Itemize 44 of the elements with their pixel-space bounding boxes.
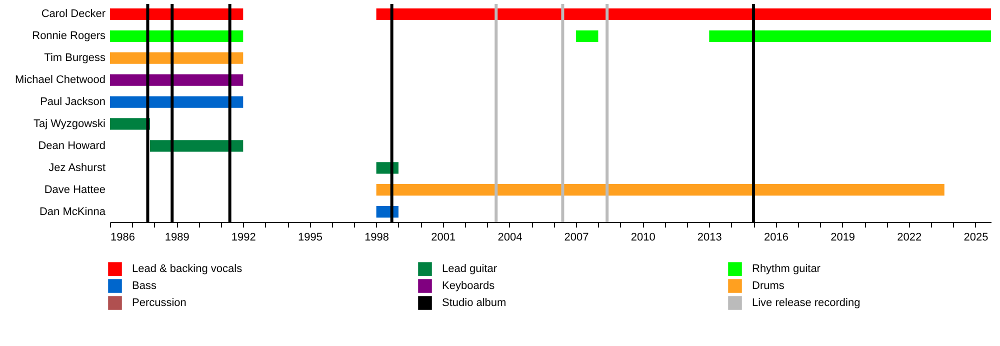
bar — [376, 8, 991, 20]
y-tick-label: Taj Wyzgowski — [33, 118, 106, 130]
x-tick-label: 1995 — [298, 232, 322, 244]
bar — [150, 140, 244, 152]
x-tick-label: 1986 — [110, 232, 135, 244]
bar — [376, 184, 944, 196]
bar — [110, 96, 244, 108]
bar — [110, 52, 244, 64]
bar — [110, 118, 150, 130]
y-tick-label: Dan McKinna — [39, 206, 106, 218]
x-tick-label: 2007 — [564, 232, 589, 244]
y-tick-label: Carol Decker — [41, 8, 106, 20]
x-tick-label: 2004 — [498, 232, 522, 244]
y-tick-label: Dean Howard — [38, 140, 106, 152]
y-tick-label: Paul Jackson — [40, 96, 106, 108]
x-tick-label: 1992 — [231, 232, 256, 244]
bar — [576, 30, 598, 42]
legend-label: Bass — [132, 280, 157, 292]
bar — [110, 74, 244, 86]
y-tick-label: Tim Burgess — [44, 52, 106, 64]
bar — [110, 30, 244, 42]
bar — [110, 8, 244, 20]
legend-label: Drums — [752, 280, 785, 292]
x-tick-label: 1998 — [364, 232, 390, 244]
x-tick-label: 2016 — [764, 232, 788, 244]
x-tick-label: 2019 — [830, 232, 856, 244]
y-tick-label: Michael Chetwood — [15, 74, 106, 86]
x-tick-label: 2010 — [630, 232, 656, 244]
y-tick-label: Jez Ashurst — [48, 162, 106, 174]
legend-label: Lead guitar — [442, 263, 498, 276]
y-tick-label: Ronnie Rogers — [32, 30, 106, 42]
legend-label: Lead & backing vocals — [132, 263, 243, 276]
x-tick-label: 2013 — [697, 232, 722, 244]
legend-label: Live release recording — [752, 297, 860, 309]
legend-label: Studio album — [442, 297, 506, 309]
legend-label: Percussion — [132, 297, 186, 309]
x-tick-label: 2025 — [964, 232, 988, 244]
x-tick-label: 2001 — [431, 232, 456, 244]
legend-label: Keyboards — [442, 280, 496, 292]
legend-label: Rhythm guitar — [752, 263, 821, 276]
bar — [709, 30, 991, 42]
x-tick-label: 2022 — [897, 232, 922, 244]
y-tick-label: Dave Hattee — [44, 184, 106, 196]
x-tick-label: 1989 — [164, 232, 190, 244]
